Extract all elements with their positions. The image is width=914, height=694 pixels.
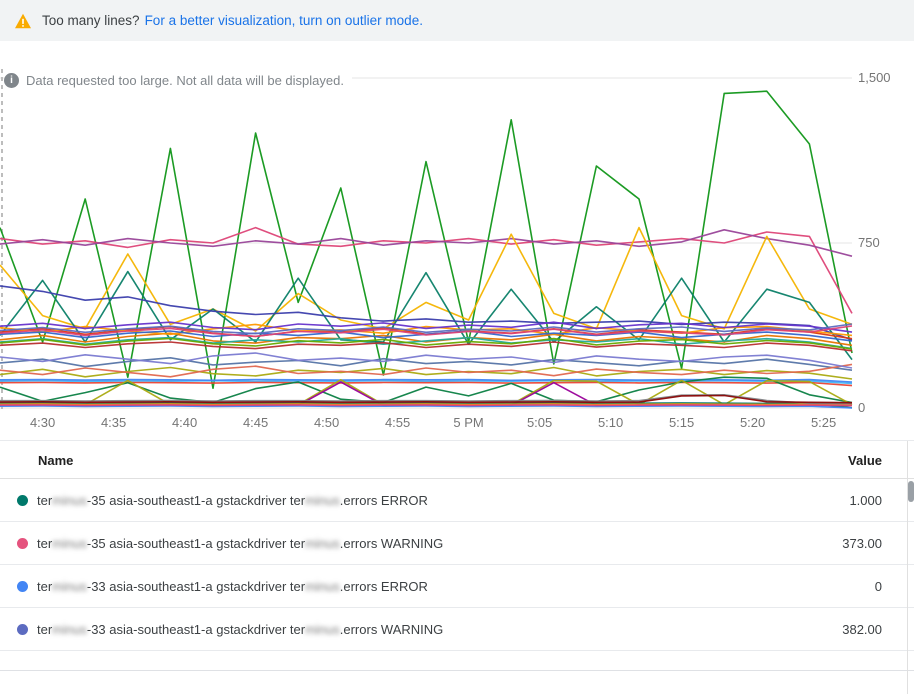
x-tick-label: 5:15 xyxy=(668,415,695,430)
series-line xyxy=(0,379,853,385)
y-tick-label: 0 xyxy=(858,400,866,415)
notice-text: Data requested too large. Not all data w… xyxy=(19,72,352,89)
series-line xyxy=(0,229,853,257)
redacted-text: minus xyxy=(52,493,87,508)
x-tick-label: 4:30 xyxy=(29,415,56,430)
table-row[interactable]: terminus-33 asia-southeast1-a gstackdriv… xyxy=(0,608,914,651)
series-value: 373.00 xyxy=(842,536,882,551)
series-line xyxy=(0,401,853,409)
x-tick-label: 4:40 xyxy=(171,415,198,430)
redacted-text: minus xyxy=(52,536,87,551)
series-line xyxy=(0,404,853,407)
x-tick-label: 5 PM xyxy=(453,415,484,430)
redacted-text: minus xyxy=(305,622,340,637)
series-color-dot xyxy=(17,538,28,549)
table-row[interactable]: terminus-33 asia-southeast1-a gstackdriv… xyxy=(0,565,914,608)
legend-table-header: Name Value xyxy=(0,441,914,479)
redacted-text: minus xyxy=(52,622,87,637)
info-icon: i xyxy=(4,73,19,88)
legend-table: Name Value terminus-35 asia-southeast1-a… xyxy=(0,440,914,694)
x-tick-label: 4:50 xyxy=(313,415,340,430)
series-name: terminus-33 asia-southeast1-a gstackdriv… xyxy=(37,579,428,594)
legend-rows: terminus-35 asia-southeast1-a gstackdriv… xyxy=(0,479,914,651)
series-line xyxy=(0,363,853,378)
x-tick-label: 4:35 xyxy=(100,415,127,430)
series-color-dot xyxy=(17,624,28,635)
series-line xyxy=(0,403,853,406)
value-column-header: Value xyxy=(848,453,882,468)
series-line xyxy=(0,325,853,338)
series-name: terminus-33 asia-southeast1-a gstackdriv… xyxy=(37,622,444,637)
redacted-text: minus xyxy=(305,493,340,508)
series-color-dot xyxy=(17,495,28,506)
outlier-mode-link[interactable]: For a better visualization, turn on outl… xyxy=(144,13,423,28)
series-line xyxy=(0,337,853,350)
timeseries-chart: i Data requested too large. Not all data… xyxy=(0,41,914,440)
series-line xyxy=(0,381,853,387)
series-line xyxy=(0,405,853,409)
table-row[interactable]: terminus-35 asia-southeast1-a gstackdriv… xyxy=(0,479,914,522)
series-name: terminus-35 asia-southeast1-a gstackdriv… xyxy=(37,493,428,508)
x-tick-label: 5:25 xyxy=(810,415,837,430)
partial-row xyxy=(0,651,914,671)
series-line xyxy=(0,332,853,347)
x-tick-label: 5:05 xyxy=(526,415,553,430)
series-line xyxy=(0,285,853,341)
series-line xyxy=(0,366,853,380)
series-line xyxy=(0,323,853,335)
series-line xyxy=(0,321,853,333)
name-column-header: Name xyxy=(38,453,74,468)
x-tick-label: 4:55 xyxy=(384,415,411,430)
data-truncated-notice: i Data requested too large. Not all data… xyxy=(4,72,352,89)
series-value: 382.00 xyxy=(842,622,882,637)
series-line xyxy=(0,352,853,369)
series-value: 0 xyxy=(874,579,882,594)
series-line xyxy=(0,90,853,390)
series-line xyxy=(0,341,853,352)
table-row[interactable]: terminus-35 asia-southeast1-a gstackdriv… xyxy=(0,522,914,565)
series-name: terminus-35 asia-southeast1-a gstackdriv… xyxy=(37,536,444,551)
scrollbar-thumb[interactable] xyxy=(908,481,914,502)
series-line xyxy=(0,378,853,383)
series-value: 1.000 xyxy=(849,493,882,508)
x-tick-label: 4:45 xyxy=(242,415,269,430)
series-line xyxy=(0,270,853,361)
scrollbar-track xyxy=(907,441,908,694)
series-color-dot xyxy=(17,581,28,592)
x-tick-label: 5:20 xyxy=(739,415,766,430)
chart-canvas[interactable] xyxy=(0,41,914,440)
too-many-lines-banner: Too many lines? For a better visualizati… xyxy=(0,0,914,41)
redacted-text: minus xyxy=(305,579,340,594)
x-tick-label: 5:10 xyxy=(597,415,624,430)
banner-text: Too many lines? xyxy=(42,13,140,28)
redacted-text: minus xyxy=(305,536,340,551)
series-line xyxy=(0,226,853,332)
warning-icon xyxy=(15,13,31,28)
y-tick-label: 750 xyxy=(858,235,880,250)
redacted-text: minus xyxy=(52,579,87,594)
series-line xyxy=(0,226,853,314)
series-line xyxy=(0,394,853,404)
y-tick-label: 1,500 xyxy=(858,70,891,85)
